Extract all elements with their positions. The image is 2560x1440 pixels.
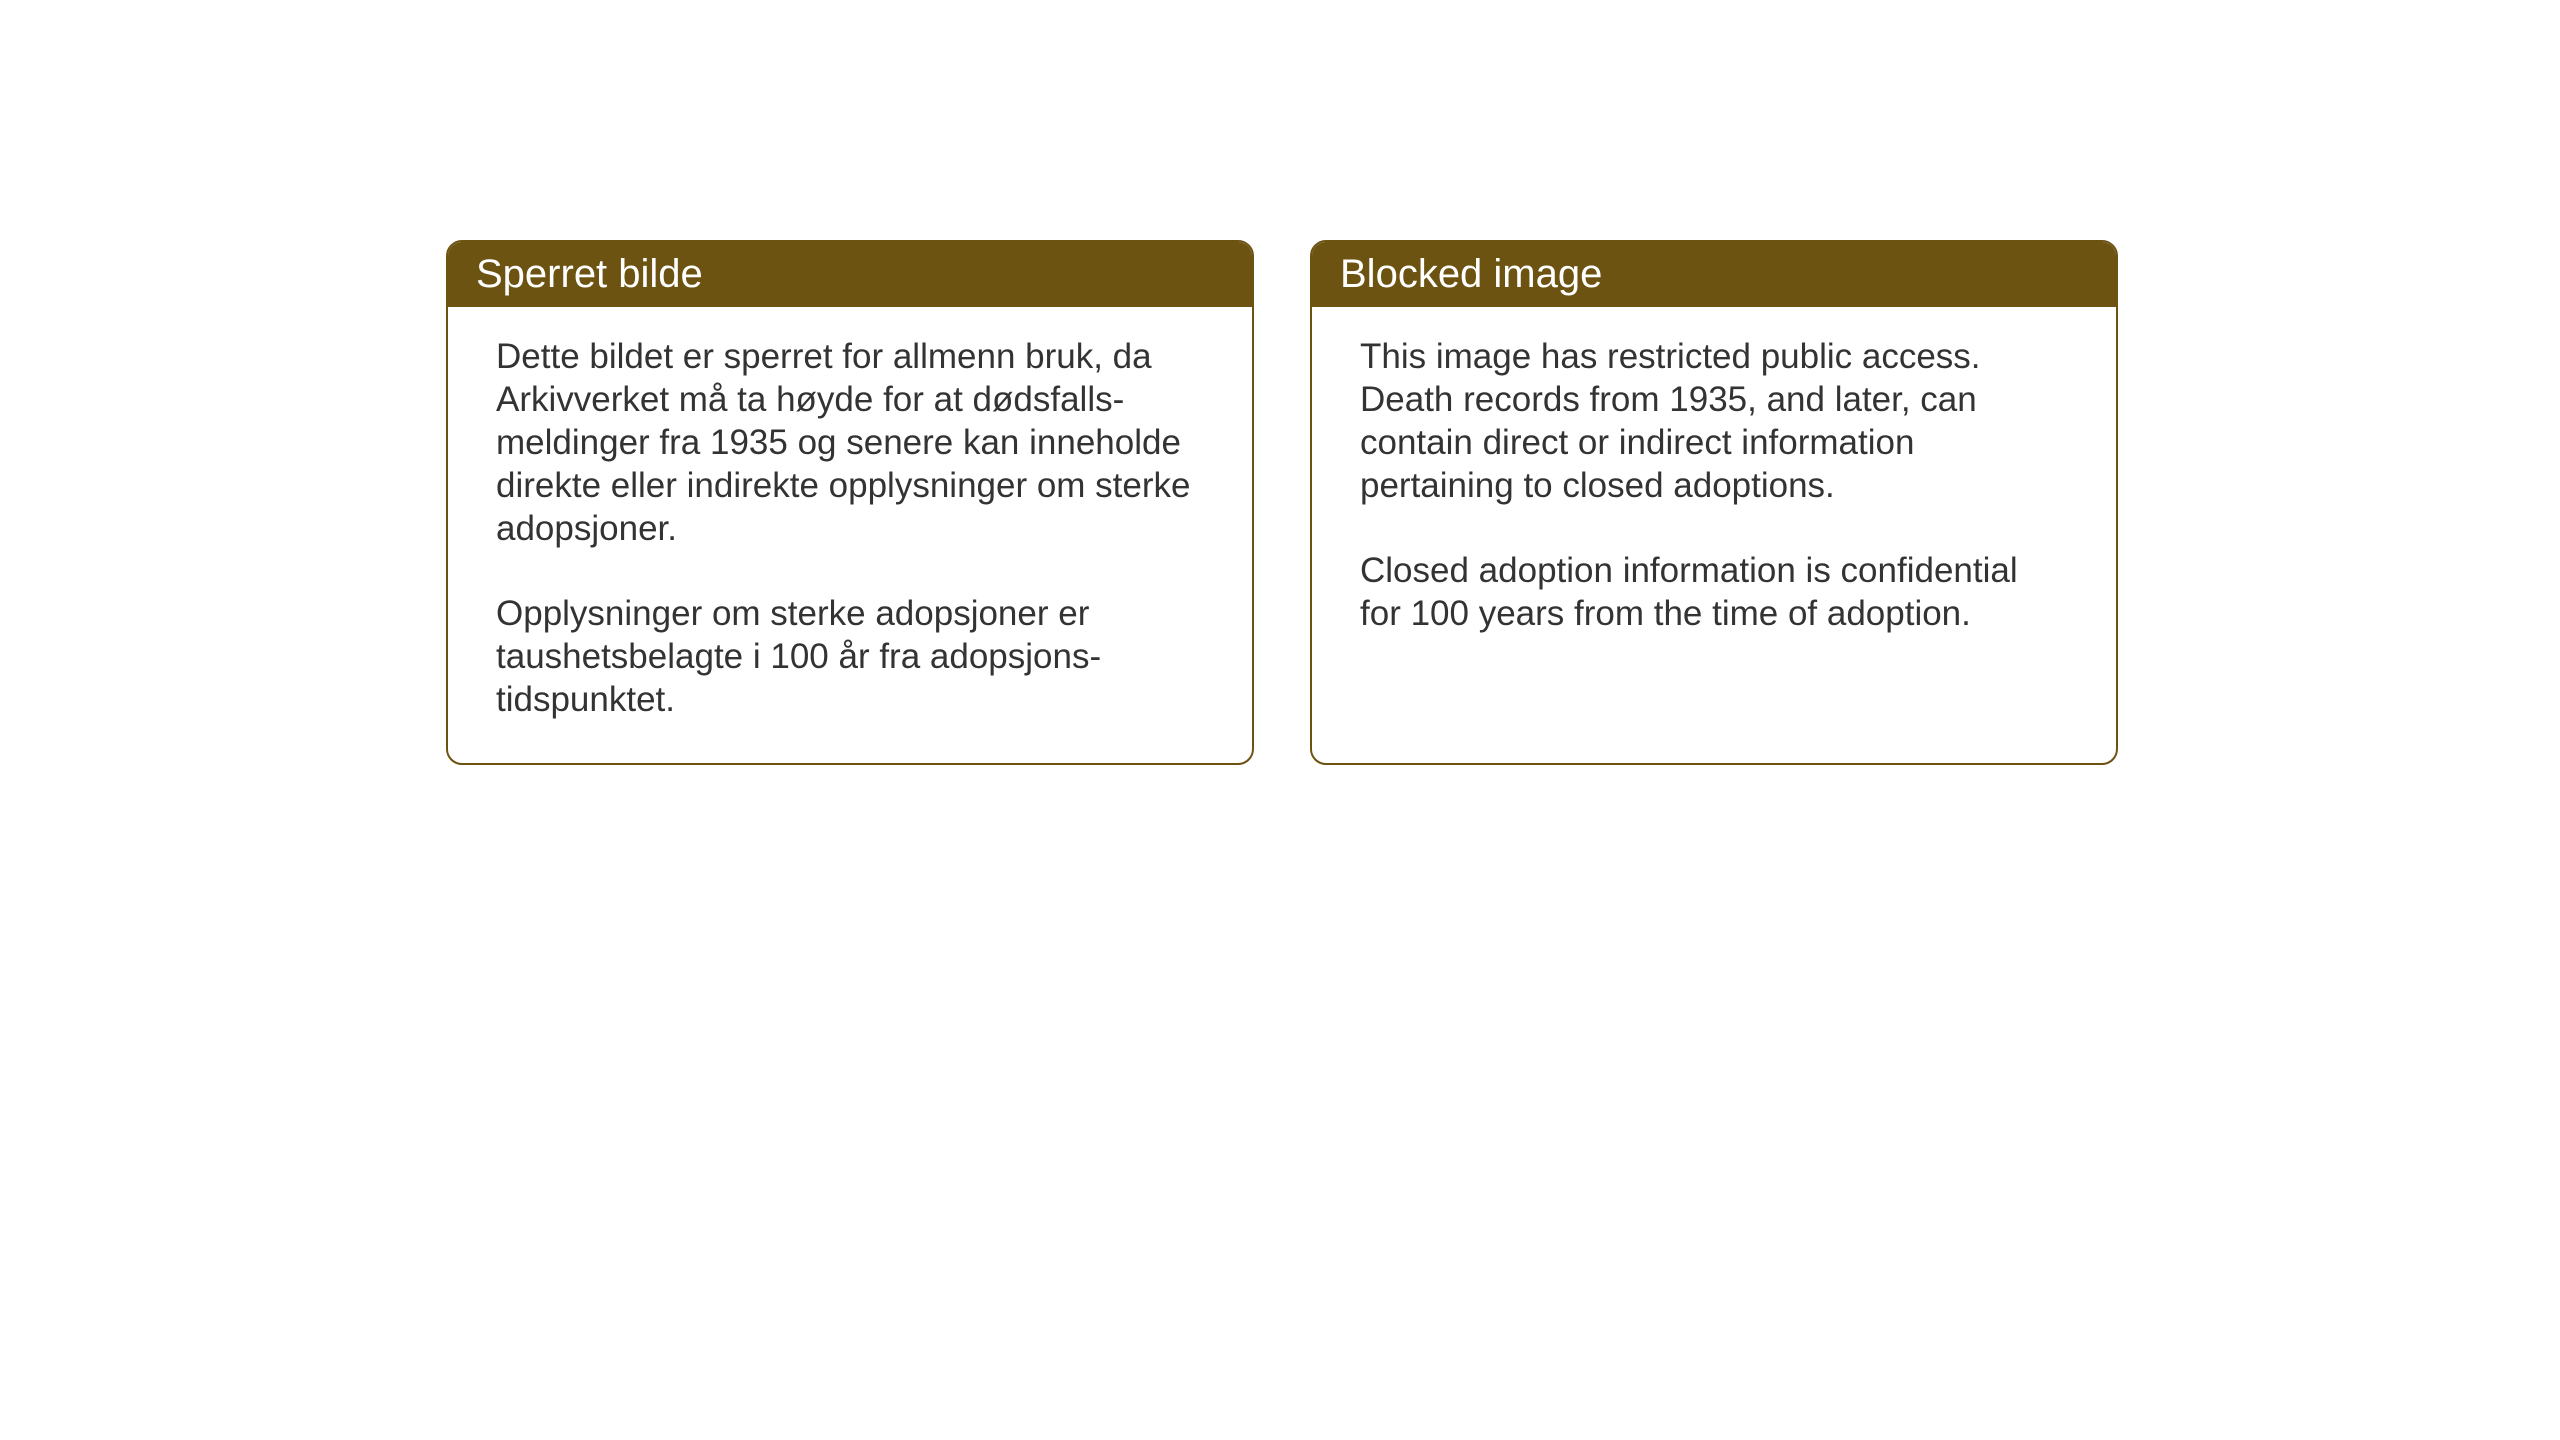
- notice-body-english: This image has restricted public access.…: [1312, 307, 2116, 677]
- notice-box-norwegian: Sperret bilde Dette bildet er sperret fo…: [446, 240, 1254, 765]
- notice-paragraph-1-norwegian: Dette bildet er sperret for allmenn bruk…: [496, 335, 1204, 550]
- notice-title-english: Blocked image: [1340, 252, 1602, 296]
- notice-container: Sperret bilde Dette bildet er sperret fo…: [446, 240, 2118, 765]
- notice-header-english: Blocked image: [1312, 242, 2116, 307]
- notice-title-norwegian: Sperret bilde: [476, 252, 703, 296]
- notice-paragraph-2-norwegian: Opplysninger om sterke adopsjoner er tau…: [496, 592, 1204, 721]
- notice-header-norwegian: Sperret bilde: [448, 242, 1252, 307]
- notice-body-norwegian: Dette bildet er sperret for allmenn bruk…: [448, 307, 1252, 763]
- notice-paragraph-1-english: This image has restricted public access.…: [1360, 335, 2068, 507]
- notice-box-english: Blocked image This image has restricted …: [1310, 240, 2118, 765]
- notice-paragraph-2-english: Closed adoption information is confident…: [1360, 549, 2068, 635]
